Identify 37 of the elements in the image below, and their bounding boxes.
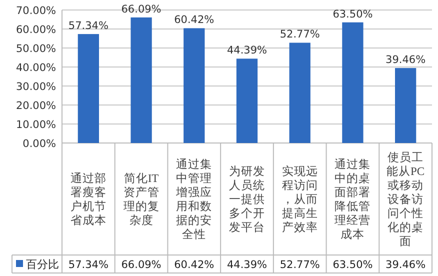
bar bbox=[395, 68, 416, 143]
data-label: 66.09% bbox=[121, 259, 162, 271]
data-label: 60.42% bbox=[174, 259, 214, 271]
data-label: 63.50% bbox=[332, 259, 373, 271]
y-tick-label: 10.00% bbox=[16, 119, 56, 131]
x-tick-label: 通过部署瘦客户机节省成本 bbox=[70, 171, 106, 227]
text: 39.46% bbox=[386, 54, 426, 66]
x-tick-label: 使员工能从PC或移动设备访问个性化的桌面 bbox=[386, 151, 425, 248]
y-tick-label: 70.00% bbox=[16, 5, 56, 17]
text: 63.50% bbox=[332, 8, 373, 20]
y-tick-label: 0.00% bbox=[22, 138, 56, 150]
y-tick-label: 40.00% bbox=[16, 62, 56, 74]
text: 57.34% bbox=[68, 20, 108, 32]
text: 60.42% bbox=[174, 14, 214, 26]
data-label: 52.77% bbox=[280, 259, 320, 271]
x-tick-label: 通过集中的桌面部署降低管理经营成本 bbox=[334, 158, 371, 241]
text: 52.77% bbox=[280, 28, 320, 41]
text: 44.39% bbox=[226, 44, 268, 57]
text: 66.09% bbox=[121, 3, 162, 16]
y-tick-label: 50.00% bbox=[16, 43, 56, 55]
data-label: 39.46% bbox=[386, 259, 426, 271]
y-tick-label: 60.00% bbox=[16, 24, 56, 36]
bar bbox=[78, 34, 99, 143]
data-label: 44.39% bbox=[226, 259, 268, 271]
x-tick-label: 实现远程访问，从而提高生产效率 bbox=[282, 164, 318, 234]
data-label: 57.34% bbox=[68, 259, 108, 271]
bar bbox=[130, 17, 152, 143]
bar bbox=[236, 58, 258, 143]
legend-label: 百分比 bbox=[26, 258, 59, 271]
bar bbox=[289, 42, 310, 143]
bar bbox=[342, 22, 364, 143]
y-tick-label: 30.00% bbox=[16, 81, 56, 93]
y-tick-label: 20.00% bbox=[16, 100, 56, 112]
x-tick-label: 通过集中管理增强应用和数据的安全性 bbox=[175, 158, 212, 241]
x-tick-label: 简化IT资产管理的复杂度 bbox=[123, 172, 160, 227]
x-tick-label: 为研发人员统一提供多个开发平台 bbox=[229, 165, 265, 234]
bar bbox=[184, 28, 205, 143]
